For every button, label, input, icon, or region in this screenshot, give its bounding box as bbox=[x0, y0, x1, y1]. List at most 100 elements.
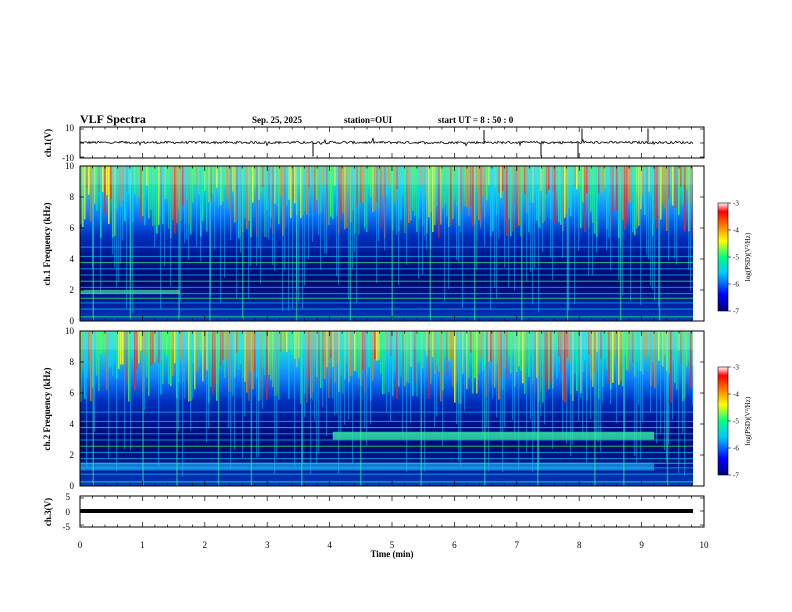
spectrogram-spike bbox=[332, 331, 334, 399]
ch1-frequency-tick-labels: 0 2 4 6 8 10 bbox=[65, 161, 75, 326]
spectrogram-streak bbox=[388, 331, 390, 392]
spectrogram-streak bbox=[270, 166, 272, 218]
spectrogram-streak bbox=[582, 331, 584, 372]
spectrogram-spike bbox=[112, 166, 114, 255]
spectrogram-streak bbox=[128, 166, 130, 195]
spectrogram-streak bbox=[618, 331, 620, 385]
spectrogram-spike bbox=[504, 331, 506, 428]
spectrogram-spike bbox=[590, 331, 592, 420]
frequency-tick-label: 4 bbox=[70, 254, 75, 264]
spectrogram-streak bbox=[516, 166, 518, 228]
ch2-spectrogram-heatmap bbox=[80, 331, 693, 486]
spectrogram-spike bbox=[410, 331, 412, 423]
spectrogram-streak bbox=[368, 166, 370, 186]
spectrogram-streak bbox=[600, 331, 602, 359]
spectrogram-streak bbox=[548, 331, 550, 390]
spectrogram-streak bbox=[314, 331, 316, 357]
spectrogram-streak bbox=[610, 166, 612, 231]
spectrogram-spike bbox=[534, 166, 536, 269]
spectrogram-spike bbox=[228, 331, 230, 428]
ch3-waveform-ticks bbox=[79, 496, 705, 527]
spectrogram-streak bbox=[158, 331, 160, 364]
spectrogram-streak bbox=[228, 331, 230, 392]
spectrogram-spike bbox=[678, 331, 680, 473]
spectrogram-streak bbox=[378, 166, 380, 209]
spectrogram-streak bbox=[626, 331, 628, 371]
spectrogram-streak bbox=[362, 166, 364, 203]
spectrogram-streak bbox=[488, 331, 490, 362]
spectrogram-streak bbox=[454, 166, 456, 200]
spectrogram-vertical-line bbox=[521, 166, 523, 321]
spectrogram-spike bbox=[638, 331, 640, 405]
spectrogram-spike bbox=[324, 166, 326, 254]
spectrogram-streak bbox=[640, 331, 642, 372]
spectrogram-streak bbox=[598, 331, 600, 399]
spectrogram-spike bbox=[572, 331, 574, 445]
spectrogram-spike bbox=[274, 166, 276, 271]
spectrogram-streak bbox=[82, 331, 84, 370]
spectrogram-streak bbox=[646, 331, 648, 356]
spectrogram-spike bbox=[456, 331, 458, 425]
spectrogram-streak bbox=[472, 166, 474, 226]
spectrogram-spike bbox=[514, 331, 516, 440]
spectrogram-streak bbox=[552, 166, 554, 192]
spectrogram-streak bbox=[514, 166, 516, 204]
spectrogram-spike bbox=[660, 331, 662, 434]
spectrogram-streak bbox=[472, 331, 474, 394]
spectrogram-streak bbox=[506, 166, 508, 237]
spectrogram-spike bbox=[164, 166, 166, 266]
spectrogram-streak bbox=[268, 331, 270, 375]
spectrogram-streak bbox=[554, 166, 556, 225]
spectrogram-streak bbox=[260, 331, 262, 401]
time-tick-label: 10 bbox=[700, 540, 710, 550]
spectrogram-streak bbox=[394, 331, 396, 373]
spectrogram-streak bbox=[390, 166, 392, 187]
spectrogram-streak bbox=[674, 166, 676, 210]
spectrogram-streak bbox=[606, 331, 608, 370]
spectrogram-vertical-line bbox=[250, 331, 253, 486]
spectrogram-streak bbox=[544, 331, 546, 381]
spectrogram-streak bbox=[570, 166, 572, 217]
spectrogram-streak bbox=[516, 331, 518, 373]
spectrogram-spike bbox=[692, 331, 693, 406]
spectrogram-streak bbox=[598, 166, 600, 194]
spectrogram-streak bbox=[234, 166, 236, 223]
spectrogram-spike bbox=[320, 166, 322, 270]
spectrogram-vertical-line bbox=[359, 331, 362, 486]
spectrogram-streak bbox=[254, 166, 256, 189]
spectrogram-spike bbox=[274, 331, 276, 474]
spectrogram-streak bbox=[280, 331, 282, 352]
spectrogram-streak bbox=[510, 331, 512, 374]
spectrogram-spike bbox=[500, 331, 502, 437]
spectrogram-spike bbox=[540, 166, 542, 229]
spectrogram-streak bbox=[434, 331, 436, 375]
spectrogram-spike bbox=[674, 166, 676, 259]
spectrogram-streak bbox=[498, 166, 500, 193]
spectrogram-spike bbox=[318, 166, 320, 236]
spectrogram-streak bbox=[390, 331, 392, 357]
spectrogram-streak bbox=[126, 166, 128, 192]
spectrogram-streak bbox=[144, 166, 146, 226]
spectrogram-streak bbox=[366, 166, 368, 232]
spectrogram-spike bbox=[384, 166, 386, 251]
spectrogram-streak bbox=[306, 166, 308, 215]
spectrogram-streak bbox=[304, 331, 306, 394]
spectrogram-streak bbox=[290, 166, 292, 219]
spectrogram-streak bbox=[586, 166, 588, 194]
spectrogram-streak bbox=[104, 166, 106, 215]
spectrogram-streak bbox=[376, 331, 378, 361]
spectrogram-streak bbox=[180, 331, 182, 359]
spectrogram-streak bbox=[86, 166, 88, 188]
spectrogram-spike bbox=[684, 331, 686, 476]
spectrogram-streak bbox=[452, 166, 454, 220]
spectrogram-streak bbox=[222, 166, 224, 202]
ch1-ytick-top: 10 bbox=[65, 123, 75, 133]
spectrogram-streak bbox=[442, 166, 444, 209]
frequency-tick-label: 6 bbox=[70, 388, 75, 398]
spectrogram-vertical-line bbox=[142, 331, 144, 486]
spectrogram-streak bbox=[634, 331, 636, 377]
spectrogram-spike bbox=[370, 331, 372, 424]
spectrogram-streak bbox=[258, 166, 260, 200]
